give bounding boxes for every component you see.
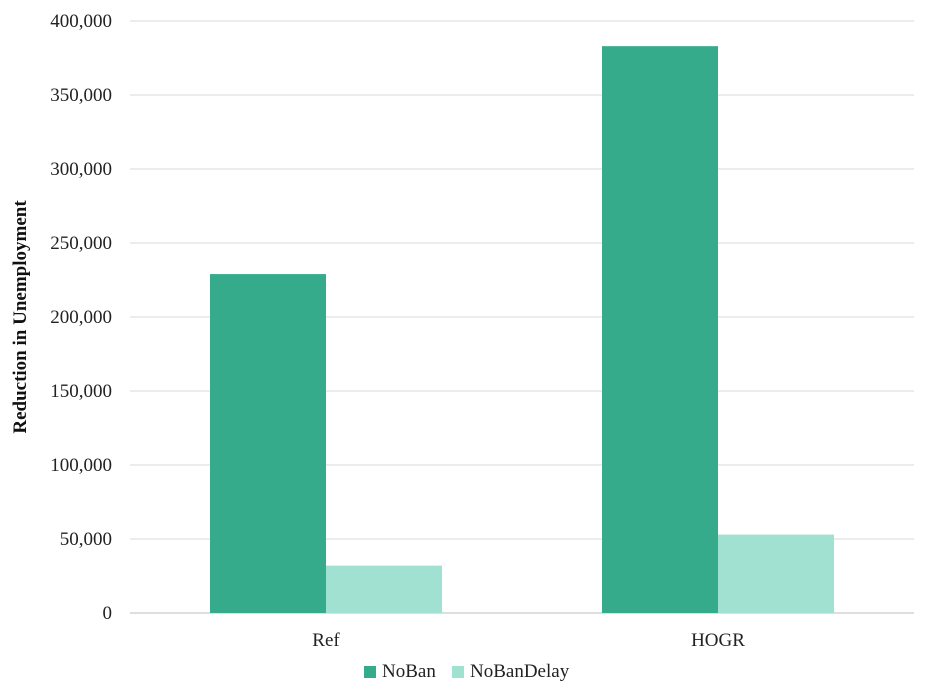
y-tick-label: 400,000 (50, 11, 112, 32)
y-tick-label: 150,000 (50, 381, 112, 402)
legend-label-nobandelay: NoBanDelay (470, 661, 570, 682)
x-tick-label: Ref (312, 630, 340, 651)
y-tick-label: 100,000 (50, 455, 112, 476)
legend-swatch-nobandelay (452, 666, 464, 678)
bar-noban-hogr (602, 46, 718, 614)
y-tick-label: 0 (103, 603, 113, 624)
legend: NoBan NoBanDelay (364, 661, 570, 682)
bar-noban-ref (210, 274, 326, 613)
legend-label-noban: NoBan (382, 661, 436, 682)
bar-nobandelay-ref (326, 565, 442, 613)
bar-nobandelay-hogr (718, 534, 834, 613)
legend-swatch-noban (364, 666, 376, 678)
y-tick-label: 350,000 (50, 85, 112, 106)
y-tick-label: 200,000 (50, 307, 112, 328)
x-tick-label: HOGR (691, 630, 745, 651)
y-tick-label: 250,000 (50, 233, 112, 254)
bars (210, 46, 834, 614)
y-axis-title: Reduction in Unemployment (10, 200, 31, 434)
axes: 0 50,000 100,000 150,000 200,000 250,000 300,0… (50, 11, 745, 651)
y-tick-label: 50,000 (60, 529, 112, 550)
y-tick-label: 300,000 (50, 159, 112, 180)
